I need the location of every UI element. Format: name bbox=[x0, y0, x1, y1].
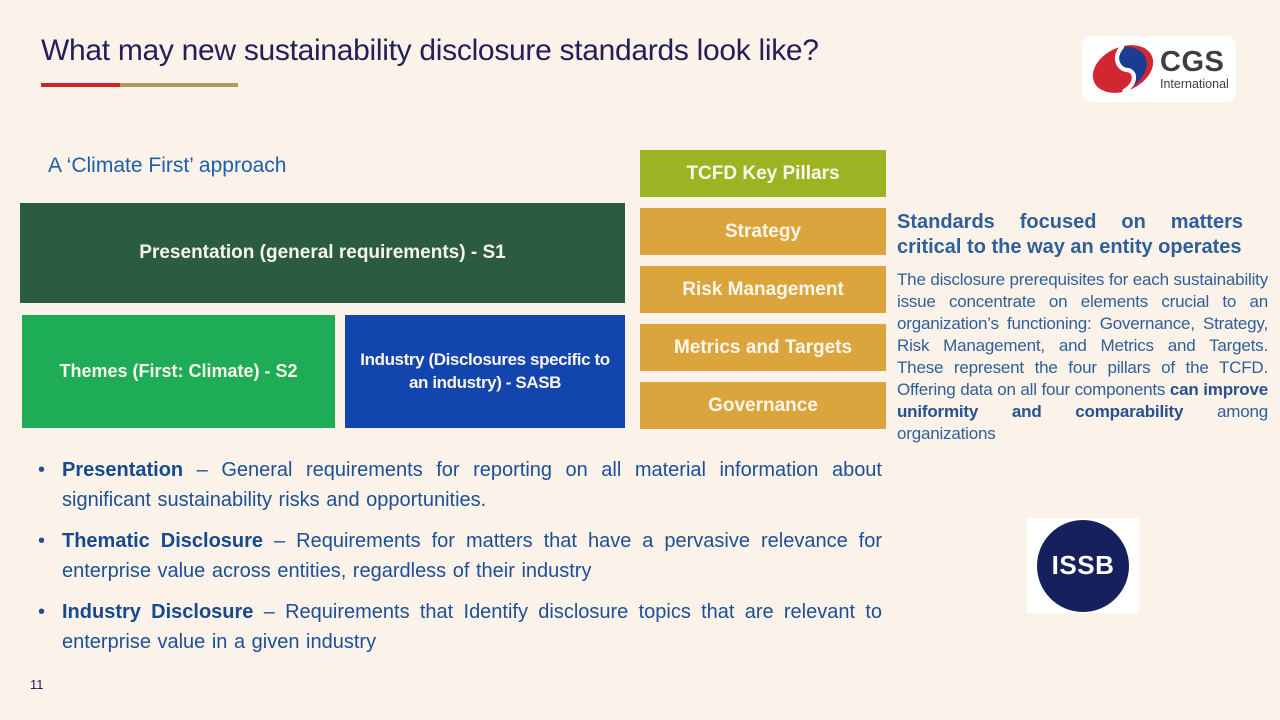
industry-sasb-box: Industry (Disclosures specific to an ind… bbox=[345, 315, 625, 428]
bullet-industry-disclosure: • Industry Disclosure – Requirements tha… bbox=[38, 598, 882, 657]
bullet-lead: Thematic Disclosure bbox=[62, 530, 264, 552]
right-panel-body: The disclosure prerequisites for each su… bbox=[897, 269, 1268, 445]
underline-red-segment bbox=[41, 83, 120, 87]
right-panel-body-text: The disclosure prerequisites for each su… bbox=[897, 270, 1268, 399]
tcfd-pillars-header: TCFD Key Pillars bbox=[640, 150, 886, 197]
bullet-thematic-text: Thematic Disclosure – Requirements for m… bbox=[62, 527, 882, 586]
right-panel-heading: Standards focused on matters critical to… bbox=[897, 211, 1243, 258]
cgs-brand-name: CGS bbox=[1160, 45, 1225, 78]
bullet-dot: • bbox=[38, 601, 46, 623]
bullet-presentation-text: Presentation – General requirements for … bbox=[62, 456, 882, 515]
bullet-body: – Requirements for matters that have a p… bbox=[62, 530, 883, 582]
cgs-brand-subtitle: International bbox=[1160, 76, 1229, 91]
bullet-lead: Industry Disclosure bbox=[62, 601, 254, 623]
bullet-body: – Requirements that Identify disclosure … bbox=[62, 601, 882, 653]
themes-s2-box: Themes (First: Climate) - S2 bbox=[22, 315, 335, 428]
right-panel-body-bold: can improve uniformity and comparability bbox=[897, 380, 1269, 421]
bullet-dot: • bbox=[38, 530, 46, 552]
bullet-thematic-disclosure: • Thematic Disclosure – Requirements for… bbox=[38, 527, 882, 586]
bullet-list: • Presentation – General requirements fo… bbox=[38, 456, 882, 669]
tcfd-pillar-metrics-targets: Metrics and Targets bbox=[640, 324, 886, 371]
issb-logo: ISSB bbox=[1037, 519, 1129, 612]
bullet-industry-text: Industry Disclosure – Requirements that … bbox=[62, 598, 882, 657]
cgs-logo-text: CGS International bbox=[1160, 45, 1229, 91]
right-panel-body-tail: among organizations bbox=[897, 402, 1268, 443]
title-underline bbox=[41, 83, 238, 87]
tcfd-pillar-strategy: Strategy bbox=[640, 208, 886, 255]
tcfd-pillar-risk-management: Risk Management bbox=[640, 266, 886, 313]
cgs-swirl-icon bbox=[1092, 44, 1154, 94]
issb-logo-card: ISSB bbox=[1027, 518, 1139, 613]
tcfd-pillar-governance: Governance bbox=[640, 382, 886, 429]
cgs-logo: CGS International bbox=[1082, 36, 1236, 102]
presentation-s1-box: Presentation (general requirements) - S1 bbox=[20, 203, 625, 303]
bullet-presentation: • Presentation – General requirements fo… bbox=[38, 456, 882, 515]
bullet-dot: • bbox=[38, 459, 46, 481]
page-number: 11 bbox=[30, 677, 44, 692]
page-title: What may new sustainability disclosure s… bbox=[41, 34, 819, 67]
underline-tan-segment bbox=[120, 83, 238, 87]
bullet-lead: Presentation bbox=[62, 459, 184, 481]
bullet-body: – General requirements for reporting on … bbox=[62, 459, 882, 511]
climate-first-subtitle: A ‘Climate First’ approach bbox=[48, 154, 287, 177]
